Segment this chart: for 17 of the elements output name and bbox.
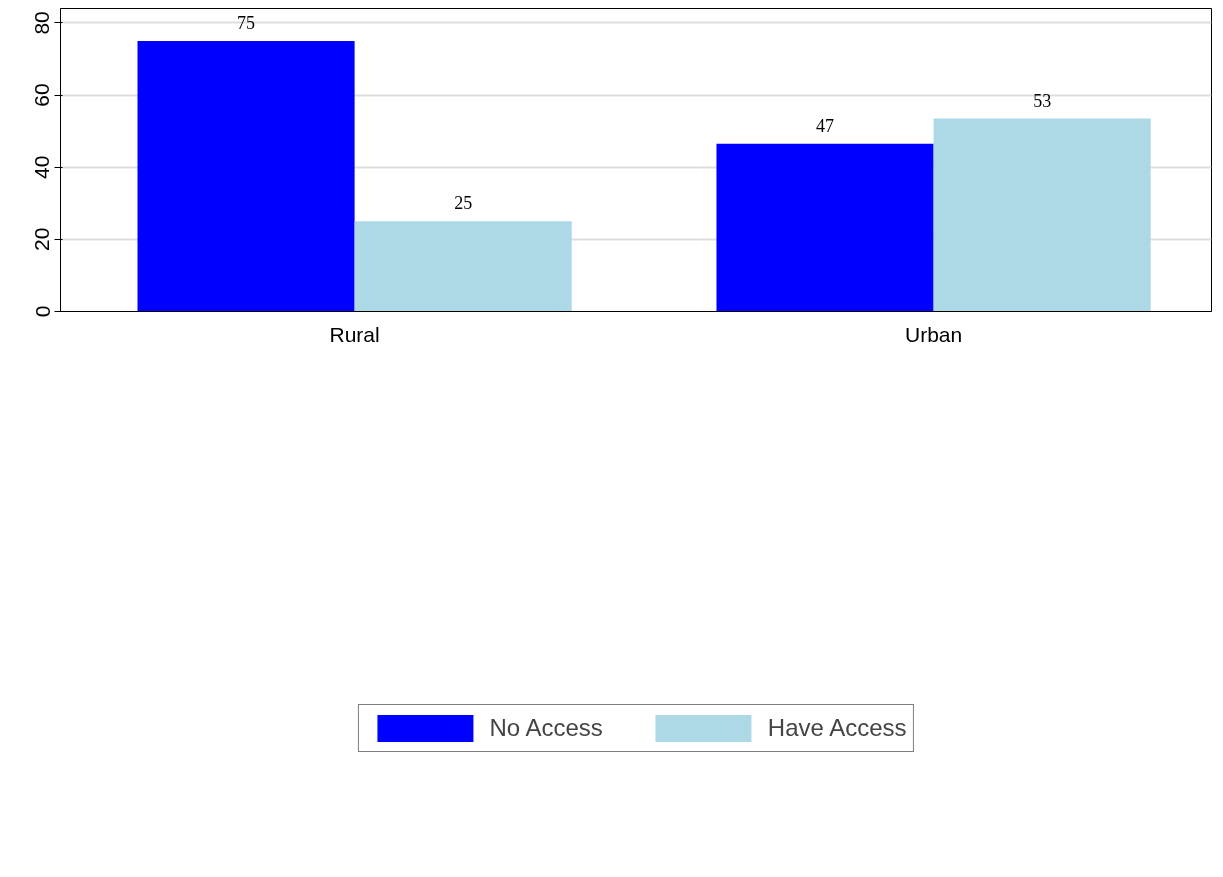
data-label: 47 xyxy=(816,115,835,136)
x-tick-label: Rural xyxy=(329,322,380,346)
y-tick-label: 80 xyxy=(30,11,54,35)
bar xyxy=(137,40,355,312)
data-label: 53 xyxy=(1033,90,1052,111)
y-tick-label: 60 xyxy=(30,83,54,107)
data-label: 25 xyxy=(454,193,473,214)
y-tick-label: 40 xyxy=(30,155,54,179)
data-label: 75 xyxy=(237,12,256,33)
y-tick-label: 0 xyxy=(30,305,54,318)
y-tick-label: 20 xyxy=(30,227,54,252)
bar xyxy=(354,221,572,312)
bar xyxy=(716,143,934,312)
bar xyxy=(933,118,1151,312)
legend-label: Have Access xyxy=(767,713,907,742)
x-tick-label: Urban xyxy=(904,322,963,346)
legend-label: No Access xyxy=(489,713,603,742)
